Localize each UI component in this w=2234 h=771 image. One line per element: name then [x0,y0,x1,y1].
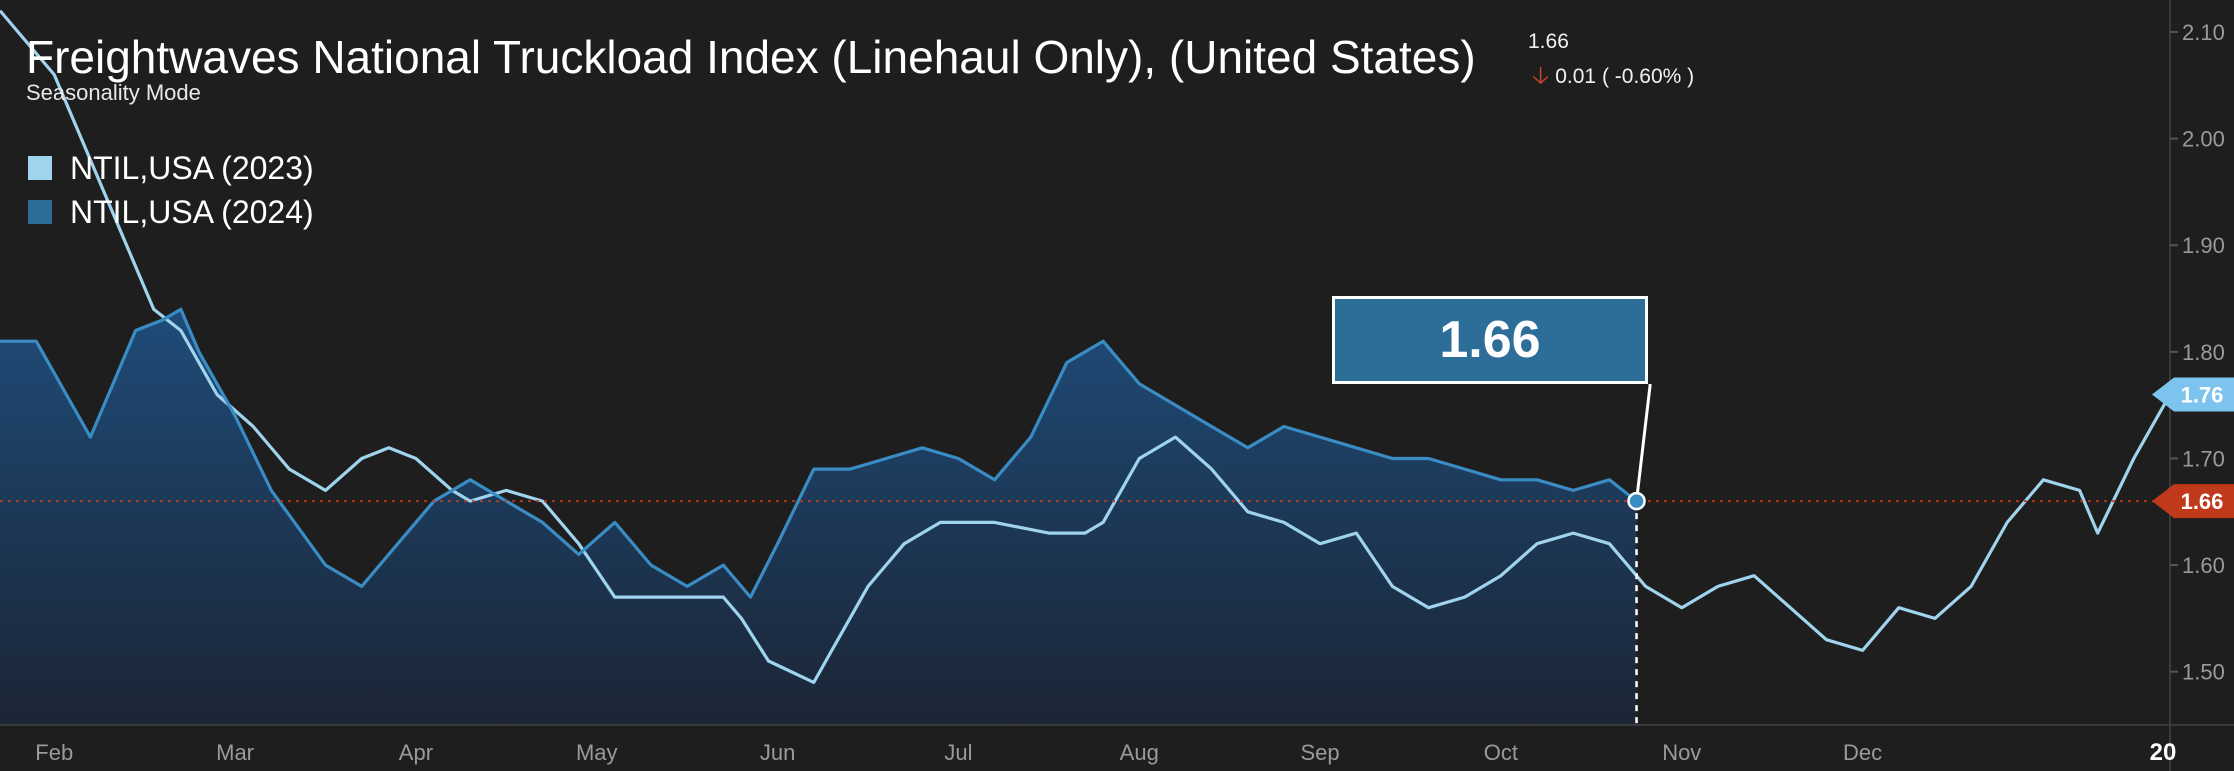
y-tick-label: 2.00 [2182,127,2225,152]
legend-item-2023[interactable]: NTIL,USA (2023) [28,146,314,190]
y-tick-label: 2.10 [2182,20,2225,45]
legend-swatch-2024 [28,200,52,224]
badge-2023-label: 1.76 [2181,382,2224,407]
y-tick-label: 1.60 [2182,553,2225,578]
y-tick-label: 1.80 [2182,340,2225,365]
change-readout: 🡣 0.01 ( -0.60% ) [1532,58,1694,99]
value-callout: 1.66 [1332,296,1648,384]
series-2024-line [0,307,1638,599]
series-2024-area [0,309,1637,725]
legend-item-2024[interactable]: NTIL,USA (2024) [28,190,314,234]
x-tick-label: 20 [2150,739,2177,766]
x-tick-label: Sep [1301,740,1340,765]
x-tick-label: Jul [944,740,972,765]
badge-2024-shape [2152,484,2234,519]
badge-2023: 1.76 [2152,377,2234,412]
current-point-marker[interactable] [1627,491,1646,511]
x-tick-label: Mar [216,740,254,765]
x-tick-label: Apr [399,740,433,765]
x-tick-label: Oct [1484,740,1518,765]
y-tick-label: 1.50 [2182,660,2225,685]
x-tick-label: Jun [760,740,795,765]
badge-2024: 1.66 [2152,484,2234,519]
x-tick-label: Dec [1843,740,1882,765]
legend-swatch-2023 [28,156,52,180]
down-arrow-icon: 🡣 [1532,62,1550,89]
x-tick-label: Feb [35,740,73,765]
chart-title: Freightwaves National Truckload Index (L… [26,31,1476,83]
callout-connector [1635,384,1652,502]
last-value: 1.66 [1528,30,1569,53]
y-tick-label: 1.70 [2182,446,2225,471]
legend-label-2024: NTIL,USA (2024) [70,193,314,230]
y-tick-label: 1.90 [2182,233,2225,258]
badge-2024-label: 1.66 [2181,489,2224,514]
chart-subtitle: Seasonality Mode [26,80,201,105]
series-2023-line [0,9,2172,685]
x-tick-label: Aug [1120,740,1159,765]
badge-2023-shape [2152,377,2234,412]
legend-label-2023: NTIL,USA (2023) [70,149,314,186]
legend: NTIL,USA (2023) NTIL,USA (2024) [28,146,314,234]
x-tick-label: Nov [1662,740,1701,765]
x-tick-label: May [576,740,618,765]
change-value: 0.01 ( -0.60% ) [1555,65,1695,88]
